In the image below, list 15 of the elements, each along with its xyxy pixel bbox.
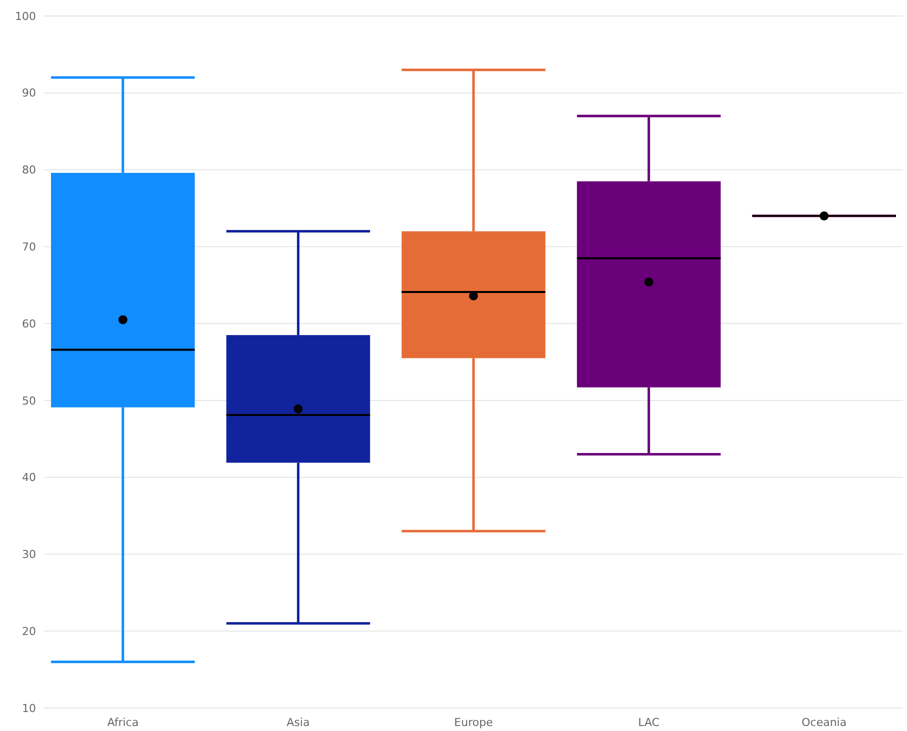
y-tick-label: 10	[22, 702, 36, 715]
x-tick-label: Africa	[107, 716, 139, 729]
x-tick-label: LAC	[638, 716, 660, 729]
y-tick-label: 30	[22, 548, 36, 562]
x-tick-label: Europe	[454, 716, 494, 729]
y-tick-label: 90	[22, 86, 36, 100]
y-tick-label: 60	[22, 317, 36, 330]
y-tick-label: 50	[22, 394, 36, 408]
x-tick-label: Asia	[286, 716, 310, 729]
y-tick-label: 70	[22, 240, 36, 254]
y-tick-label: 80	[22, 164, 36, 177]
y-tick-label: 100	[15, 10, 36, 23]
y-tick-label: 20	[22, 624, 36, 638]
y-tick-label: 40	[22, 471, 36, 484]
x-tick-label: Oceania	[802, 716, 847, 729]
